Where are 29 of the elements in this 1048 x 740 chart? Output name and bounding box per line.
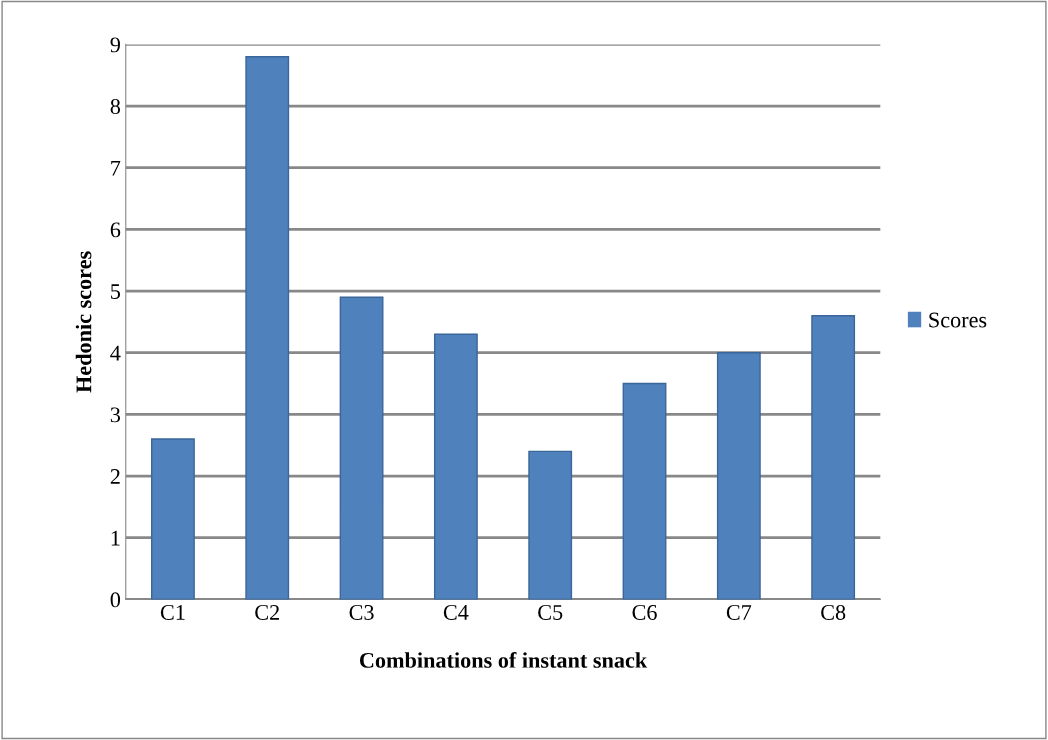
- bar: [433, 333, 478, 600]
- legend-label: Scores: [929, 312, 987, 328]
- y-tick-label: 1: [111, 530, 120, 546]
- y-tick-label: 3: [110, 407, 121, 423]
- bar: [339, 296, 384, 600]
- bar: [245, 56, 290, 600]
- y-tick-label: 6: [110, 222, 121, 238]
- x-tick-label: C7: [726, 604, 752, 620]
- x-tick-label: C6: [632, 604, 657, 620]
- y-tick-label: 0: [110, 592, 121, 608]
- bar: [716, 352, 761, 600]
- bar: [528, 450, 573, 600]
- x-tick-label: C8: [821, 604, 846, 620]
- x-tick-label: C4: [443, 604, 469, 620]
- y-tick-label: 5: [111, 284, 121, 299]
- x-tick-label: C5: [538, 604, 563, 620]
- x-tick-label: C3: [349, 604, 374, 620]
- x-tick-label: C1: [160, 604, 185, 620]
- y-axis-title: Hedonic scores: [75, 251, 92, 393]
- x-axis-title: Combinations of instant snack: [359, 651, 648, 668]
- x-tick-label: C2: [255, 604, 279, 620]
- y-tick-label: 4: [110, 345, 121, 361]
- bar: [811, 315, 856, 600]
- bar: [622, 382, 667, 600]
- y-tick-label: 8: [110, 99, 121, 114]
- y-tick-label: 7: [111, 160, 121, 176]
- y-tick-label: 2: [110, 469, 120, 484]
- bar: [151, 438, 195, 600]
- y-tick-label: 9: [110, 37, 120, 53]
